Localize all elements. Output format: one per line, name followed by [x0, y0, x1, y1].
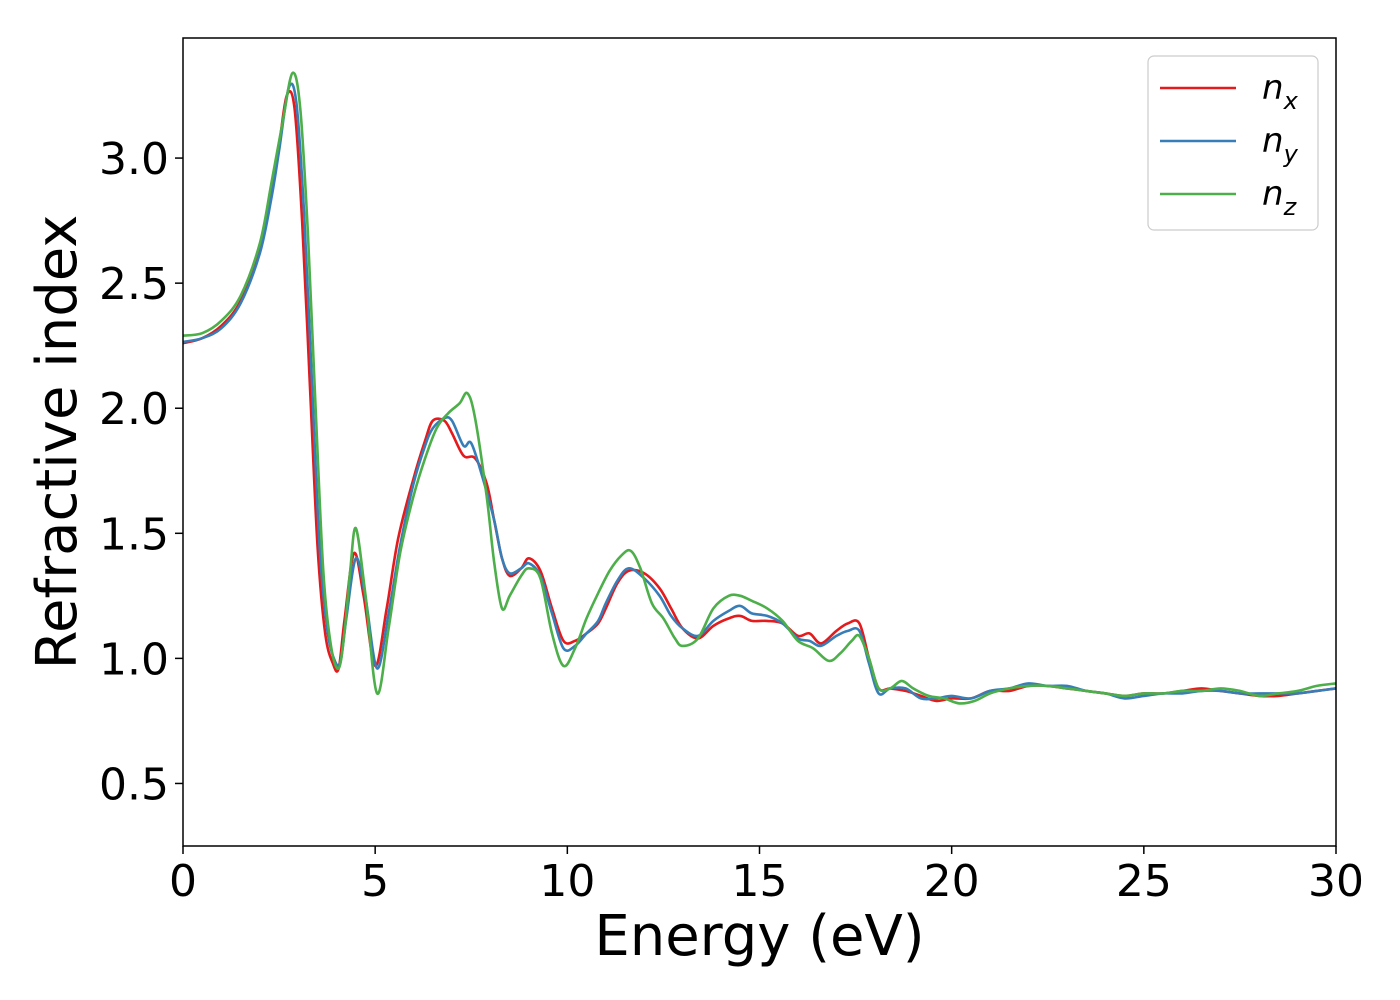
- legend-label-main: n: [1262, 68, 1284, 108]
- legend-box: [1147, 55, 1319, 231]
- x-tick-label: 30: [1308, 856, 1364, 907]
- legend-label: nz: [1262, 174, 1298, 221]
- series-layer: [182, 71, 1337, 705]
- x-axis: 0 5 10 15 20 25 30: [169, 846, 1364, 907]
- legend-label-subscript: x: [1283, 87, 1299, 115]
- x-tick-label: 15: [732, 856, 788, 907]
- series-line-z: [182, 71, 1337, 705]
- x-tick-label: 5: [361, 856, 389, 907]
- y-tick-label: 0.5: [99, 759, 169, 810]
- x-axis-title: Energy (eV): [594, 904, 924, 969]
- y-axis: 0.5 1.0 1.5 2.0 2.5 3.0: [99, 134, 183, 810]
- y-tick-label: 2.5: [99, 259, 169, 310]
- x-tick-label: 20: [924, 856, 980, 907]
- legend-label-subscript: y: [1283, 140, 1299, 168]
- y-tick-label: 3.0: [99, 134, 169, 185]
- legend-label-subscript: z: [1283, 193, 1298, 221]
- y-tick-label: 1.0: [99, 634, 169, 685]
- legend-item-z: nz: [1160, 174, 1298, 221]
- legend-item-x: nx: [1160, 68, 1299, 115]
- legend-label: nx: [1262, 68, 1299, 115]
- y-tick-label: 1.5: [99, 509, 169, 560]
- y-axis-title: Refractive index: [25, 215, 90, 670]
- legend-label-main: n: [1262, 121, 1284, 161]
- y-tick-label: 2.0: [99, 384, 169, 435]
- x-tick-label: 10: [539, 856, 595, 907]
- x-tick-label: 0: [169, 856, 197, 907]
- legend-item-y: ny: [1160, 121, 1299, 168]
- legend-label: ny: [1262, 121, 1299, 168]
- x-tick-label: 25: [1116, 856, 1172, 907]
- legend-label-main: n: [1262, 174, 1284, 214]
